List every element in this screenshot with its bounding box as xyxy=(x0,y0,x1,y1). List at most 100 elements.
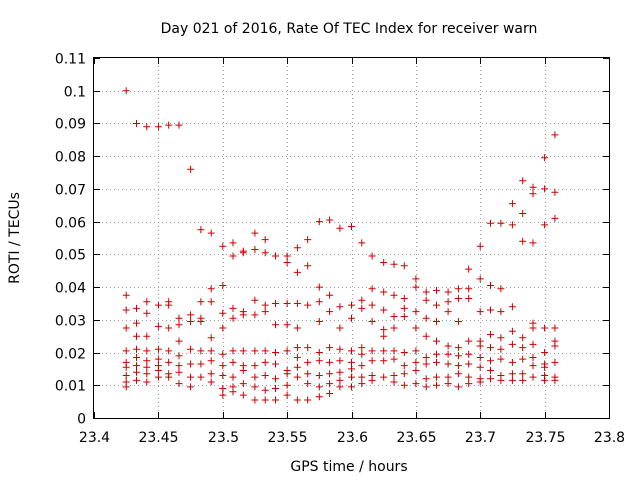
data-point xyxy=(251,296,259,304)
data-point xyxy=(122,291,130,299)
data-point xyxy=(422,360,430,368)
data-point xyxy=(541,221,549,229)
data-point xyxy=(487,367,494,374)
data-point xyxy=(293,373,301,381)
data-point xyxy=(272,349,279,356)
y-tick-label: 0.09 xyxy=(55,117,86,133)
data-point xyxy=(219,362,227,370)
data-point xyxy=(487,375,494,383)
data-point xyxy=(143,370,151,378)
data-point xyxy=(336,224,344,232)
data-point xyxy=(154,367,162,374)
y-tick-label: 0.11 xyxy=(55,52,86,68)
data-point xyxy=(508,303,516,311)
data-point xyxy=(541,376,549,384)
y-tick-label: 0.1 xyxy=(64,85,86,101)
data-point xyxy=(154,355,162,363)
data-point xyxy=(433,373,440,381)
data-point xyxy=(465,285,473,293)
data-point xyxy=(465,350,473,358)
data-point xyxy=(197,298,205,306)
data-point xyxy=(143,363,151,371)
data-point xyxy=(272,321,279,329)
data-point xyxy=(219,372,227,379)
data-point xyxy=(348,314,355,322)
data-point xyxy=(412,358,420,366)
data-point xyxy=(348,383,355,391)
data-point xyxy=(229,304,237,312)
data-point xyxy=(187,311,195,319)
data-point xyxy=(541,324,549,332)
data-point xyxy=(465,265,473,273)
data-point xyxy=(283,370,291,378)
data-point xyxy=(519,237,527,245)
data-point xyxy=(207,378,215,386)
data-point xyxy=(454,352,462,360)
data-point xyxy=(422,314,430,322)
data-point xyxy=(476,342,484,350)
data-point xyxy=(358,239,366,247)
data-point xyxy=(133,304,140,312)
data-point xyxy=(293,344,301,352)
data-point xyxy=(433,381,440,389)
data-point xyxy=(508,340,516,348)
data-point xyxy=(315,218,323,226)
data-point xyxy=(154,322,162,330)
data-point xyxy=(519,177,527,185)
data-point xyxy=(315,318,323,325)
data-point xyxy=(508,370,516,378)
data-point xyxy=(326,380,334,388)
data-point xyxy=(187,360,195,368)
data-point xyxy=(412,347,420,355)
data-point xyxy=(444,288,452,296)
data-point xyxy=(315,372,323,379)
data-point xyxy=(336,357,344,365)
data-point xyxy=(400,295,408,302)
data-point xyxy=(476,275,484,283)
data-point xyxy=(239,391,247,399)
data-point xyxy=(143,357,151,365)
data-point xyxy=(293,396,301,404)
x-tick-label: 23.65 xyxy=(396,430,436,446)
data-point xyxy=(304,358,312,366)
data-point xyxy=(272,385,279,392)
data-point xyxy=(122,363,130,371)
data-point xyxy=(133,319,140,327)
data-point xyxy=(326,390,334,397)
data-point xyxy=(529,354,537,361)
data-point xyxy=(229,347,237,355)
data-point xyxy=(315,349,323,356)
data-point xyxy=(272,375,279,383)
data-point xyxy=(348,347,355,355)
data-point xyxy=(444,373,452,381)
data-point xyxy=(508,358,516,366)
data-point xyxy=(529,340,537,348)
data-point xyxy=(207,357,215,365)
data-point xyxy=(497,355,505,363)
data-point xyxy=(551,131,559,139)
data-point xyxy=(529,373,537,381)
data-point xyxy=(304,370,312,378)
data-point xyxy=(519,370,527,378)
data-point xyxy=(400,381,408,389)
data-point xyxy=(122,87,130,95)
data-point xyxy=(368,376,376,384)
grid-lines xyxy=(94,58,609,418)
y-axis-label: ROTI / TECUs xyxy=(7,192,23,284)
data-point xyxy=(261,396,269,404)
data-point xyxy=(476,363,484,371)
data-point xyxy=(251,362,259,370)
data-point xyxy=(143,378,151,386)
data-point xyxy=(207,298,215,306)
data-point xyxy=(465,360,473,368)
data-point xyxy=(380,373,388,381)
data-point xyxy=(497,376,505,384)
x-tick-label: 23.55 xyxy=(267,430,307,446)
x-tick-label: 23.7 xyxy=(465,430,496,446)
data-point xyxy=(283,391,291,399)
data-point xyxy=(348,358,355,366)
data-point xyxy=(336,368,344,376)
data-point xyxy=(422,354,430,361)
data-point xyxy=(519,344,527,352)
